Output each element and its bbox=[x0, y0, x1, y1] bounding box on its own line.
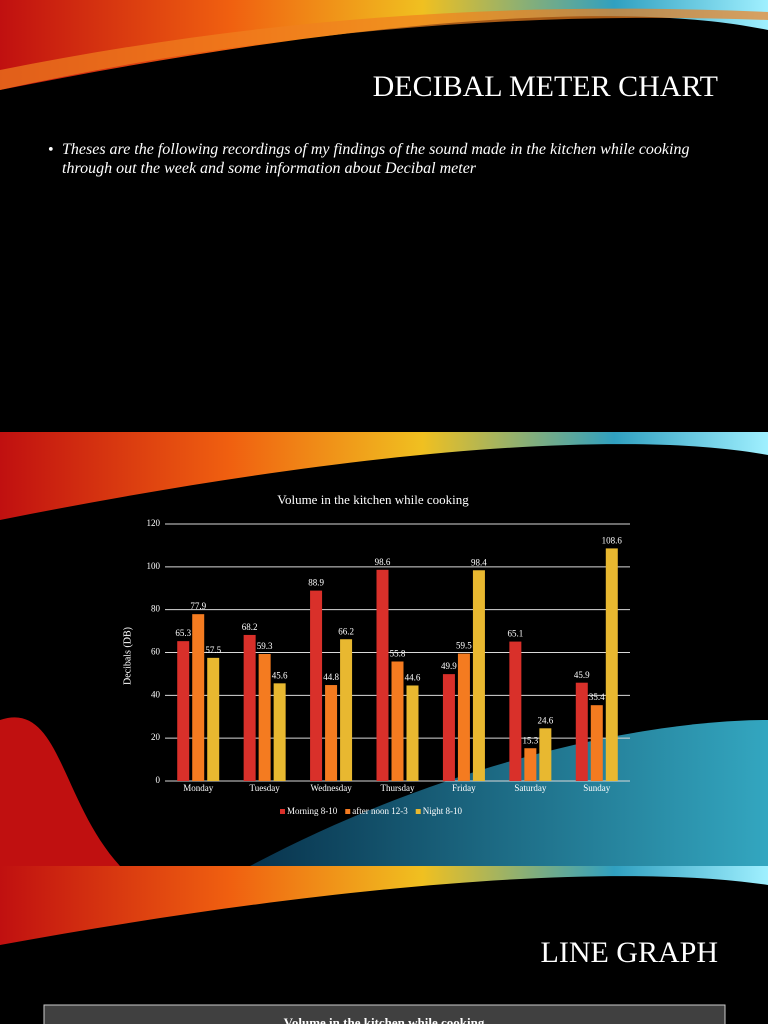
swoosh bbox=[0, 866, 768, 945]
data-label: 65.1 bbox=[507, 629, 523, 639]
bar bbox=[575, 682, 588, 781]
swoosh bbox=[250, 720, 768, 866]
slide-title: LINE GRAPH bbox=[541, 936, 719, 969]
y-axis-label: Decibals (DB) bbox=[122, 627, 133, 685]
data-label: 98.4 bbox=[471, 557, 487, 567]
bar bbox=[340, 639, 353, 781]
y-tick-label: 80 bbox=[151, 604, 161, 614]
bar bbox=[524, 748, 537, 781]
swoosh bbox=[0, 717, 120, 866]
legend-label: after noon 12-3 bbox=[352, 806, 408, 816]
legend-label: Morning 8-10 bbox=[287, 806, 338, 816]
bullet-text: Theses are the following recordings of m… bbox=[62, 141, 690, 177]
bar bbox=[376, 569, 389, 781]
x-tick-label: Friday bbox=[452, 783, 476, 793]
swoosh bbox=[0, 8, 768, 90]
x-tick-label: Tuesday bbox=[250, 783, 281, 793]
data-label: 35.4 bbox=[589, 692, 605, 702]
bar bbox=[590, 705, 603, 781]
bar bbox=[509, 641, 522, 781]
y-tick-label: 100 bbox=[147, 561, 161, 571]
y-tick-label: 40 bbox=[151, 689, 161, 699]
data-label: 59.3 bbox=[257, 641, 273, 651]
legend-swatch bbox=[345, 809, 351, 814]
bar bbox=[406, 685, 419, 781]
x-tick-label: Sunday bbox=[583, 783, 611, 793]
bar bbox=[605, 548, 618, 781]
bar bbox=[442, 674, 455, 781]
chart-title: Volume in the kitchen while cooking bbox=[284, 1015, 485, 1024]
chart-title: Volume in the kitchen while cooking bbox=[277, 492, 469, 507]
bar bbox=[207, 657, 220, 781]
swoosh bbox=[0, 432, 768, 520]
bullet-dot: • bbox=[48, 142, 54, 159]
data-label: 57.5 bbox=[205, 645, 221, 655]
bar bbox=[243, 634, 256, 781]
bar bbox=[539, 728, 552, 781]
data-label: 59.5 bbox=[456, 641, 472, 651]
slide-title: DECIBAL METER CHART bbox=[373, 70, 718, 103]
bar bbox=[177, 641, 190, 781]
legend-label: Night 8-10 bbox=[423, 806, 463, 816]
data-label: 44.6 bbox=[405, 673, 421, 683]
chart-frame bbox=[43, 1004, 726, 1024]
data-label: 49.9 bbox=[441, 661, 457, 671]
y-tick-label: 60 bbox=[151, 647, 161, 657]
x-tick-label: Saturday bbox=[514, 783, 546, 793]
x-tick-label: Monday bbox=[183, 783, 213, 793]
bar bbox=[310, 590, 323, 781]
data-label: 24.6 bbox=[537, 715, 553, 725]
legend-swatch bbox=[280, 809, 285, 814]
chart: Volume in the kitchen while cooking Deci… bbox=[122, 492, 630, 816]
data-label: 15.3 bbox=[522, 735, 538, 745]
y-tick-label: 120 bbox=[147, 518, 161, 528]
bar bbox=[457, 653, 470, 781]
x-tick-label: Wednesday bbox=[310, 783, 352, 793]
x-tick-label: Thursday bbox=[381, 783, 415, 793]
bar bbox=[273, 683, 286, 781]
data-label: 88.9 bbox=[308, 578, 324, 588]
data-label: 55.8 bbox=[390, 649, 406, 659]
swoosh bbox=[0, 0, 768, 90]
data-label: 45.6 bbox=[272, 670, 288, 680]
bar bbox=[391, 661, 404, 781]
slide bbox=[0, 0, 768, 432]
data-label: 45.9 bbox=[574, 670, 590, 680]
legend-swatch bbox=[415, 809, 421, 814]
data-label: 65.3 bbox=[175, 628, 191, 638]
bullet-box: Theses are the following recordings of m… bbox=[62, 141, 690, 177]
bar bbox=[258, 653, 271, 781]
y-tick-label: 20 bbox=[151, 732, 161, 742]
data-label: 66.2 bbox=[338, 626, 354, 636]
bar bbox=[472, 570, 485, 781]
bar bbox=[192, 614, 205, 781]
data-label: 98.6 bbox=[375, 557, 391, 567]
data-label: 68.2 bbox=[242, 622, 258, 632]
y-tick-label: 0 bbox=[156, 775, 161, 785]
bar bbox=[325, 685, 338, 781]
data-label: 108.6 bbox=[602, 535, 623, 545]
data-label: 77.9 bbox=[190, 601, 206, 611]
data-label: 44.8 bbox=[323, 672, 339, 682]
